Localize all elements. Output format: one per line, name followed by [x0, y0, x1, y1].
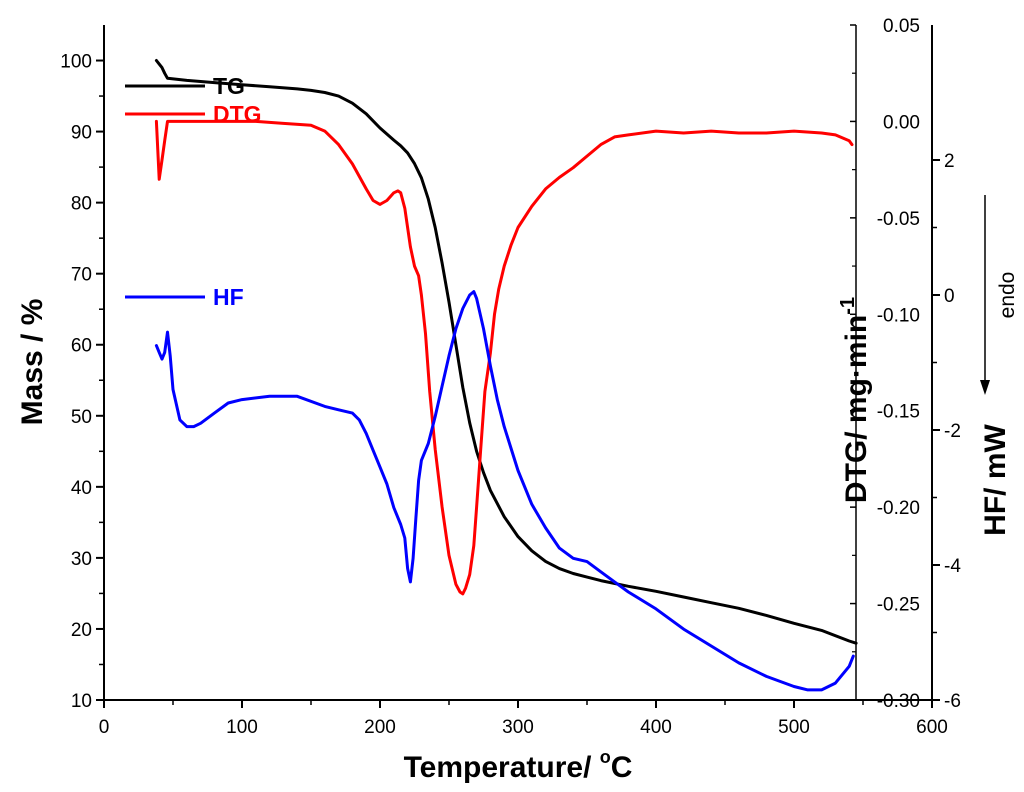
series-group — [154, 59, 858, 692]
mass-tick-label: 80 — [71, 194, 92, 215]
hf-tick-label: 2 — [944, 151, 955, 172]
mass-tick-label: 10 — [71, 691, 92, 712]
dtg-tick-label: -0.25 — [877, 595, 920, 616]
x-tick-label: 500 — [778, 717, 810, 738]
dtg-tick-label: -0.30 — [877, 691, 920, 712]
x-tick-label: 100 — [226, 717, 258, 738]
legend-label-tg: TG — [213, 73, 245, 99]
hf-axis-title: HF/ mW — [979, 423, 1012, 535]
dtg-tick-label: 0.05 — [883, 16, 920, 37]
x-tick-label: 200 — [364, 717, 396, 738]
legend-label-dtg: DTG — [213, 101, 262, 127]
mass-tick-label: 70 — [71, 265, 92, 286]
legend-label-hf: HF — [213, 284, 244, 310]
ticks-group: 0 100 200 300 400 500 600102030405060708090100… — [60, 16, 961, 738]
dtg-tick-label: -0.15 — [877, 402, 920, 423]
endo-arrow-head — [980, 380, 990, 395]
hf-tick-label: -2 — [944, 421, 961, 442]
endo-label: endo — [996, 272, 1019, 319]
x-tick-label: 0 — [99, 717, 110, 738]
mass-tick-label: 40 — [71, 478, 92, 499]
hf-tick-label: -4 — [944, 556, 961, 577]
dtg-tick-label: -0.05 — [877, 209, 920, 230]
hf-tick-label: 0 — [944, 286, 955, 307]
dtg-tick-label: -0.20 — [877, 498, 920, 519]
dtg-tick-label: 0.00 — [883, 112, 920, 133]
mass-tick-label: 50 — [71, 407, 92, 428]
mass-tick-label: 20 — [71, 620, 92, 641]
dtg-axis-title: DTG/ mg·min-1 — [837, 297, 873, 503]
titles-group: Temperature/ oC Mass / % DTG/ mg·min-1 HF/ … — [16, 195, 1019, 784]
mass-tick-label: 100 — [60, 52, 92, 73]
x-axis-title: Temperature/ oC — [404, 747, 633, 784]
x-tick-label: 300 — [502, 717, 534, 738]
hf-tick-label: -6 — [944, 691, 961, 712]
dtg-tick-label: -0.10 — [877, 305, 920, 326]
mass-axis-title: Mass / % — [16, 299, 49, 426]
series-hf-line — [154, 290, 855, 692]
x-tick-label: 600 — [916, 717, 948, 738]
mass-tick-label: 60 — [71, 336, 92, 357]
x-tick-label: 400 — [640, 717, 672, 738]
mass-tick-label: 30 — [71, 549, 92, 570]
series-dtg-line — [154, 119, 854, 596]
mass-tick-label: 90 — [71, 123, 92, 144]
series-tg-line — [154, 59, 858, 645]
